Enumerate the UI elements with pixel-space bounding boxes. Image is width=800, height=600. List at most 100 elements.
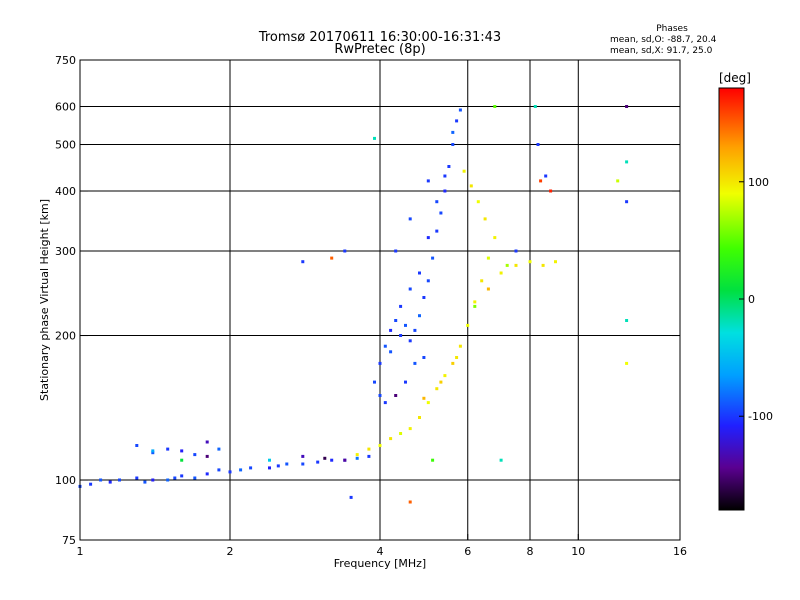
data-point <box>486 287 490 291</box>
colorbar-tick-label: -100 <box>748 410 773 423</box>
data-point <box>483 217 487 221</box>
data-point <box>466 323 470 327</box>
data-point <box>378 394 382 397</box>
data-point <box>389 437 393 441</box>
data-point <box>180 458 184 462</box>
data-point <box>383 401 387 405</box>
data-point <box>447 165 451 168</box>
data-point <box>554 260 557 264</box>
data-point <box>408 287 412 291</box>
data-point <box>193 453 197 457</box>
x-axis-label: Frequency [MHz] <box>334 557 426 570</box>
data-point <box>135 444 139 447</box>
axis-ticks: 1 2 4 6 8 10 16 75 100 200 300 400 500 600 750 <box>55 54 687 558</box>
data-point <box>239 468 243 472</box>
data-point <box>249 466 253 470</box>
data-point <box>431 256 435 260</box>
data-point <box>330 256 334 260</box>
data-point <box>435 200 439 204</box>
data-point <box>217 447 221 451</box>
data-point <box>205 454 209 458</box>
data-point <box>458 344 462 348</box>
data-point <box>616 179 620 183</box>
data-point <box>413 361 417 365</box>
x-tick-label: 4 <box>377 545 384 558</box>
data-point <box>418 416 421 419</box>
chart-title-line1: Tromsø 20170611 16:30:00-16:31:43 <box>258 30 501 45</box>
data-point <box>625 319 629 322</box>
data-point <box>505 263 509 267</box>
data-point <box>476 200 480 204</box>
y-tick-label: 75 <box>62 534 76 547</box>
y-tick-label: 200 <box>55 330 76 343</box>
data-point <box>408 339 412 343</box>
data-point <box>499 458 503 462</box>
data-point <box>268 466 271 470</box>
data-points <box>78 105 629 504</box>
data-point <box>108 480 112 484</box>
data-point <box>451 143 455 146</box>
data-point <box>389 350 393 354</box>
data-point <box>443 374 447 378</box>
data-point <box>426 179 430 183</box>
data-point <box>514 263 518 267</box>
data-point <box>355 453 359 457</box>
data-point <box>431 458 435 462</box>
data-point <box>394 249 398 253</box>
data-point <box>118 478 121 482</box>
data-point <box>541 263 545 267</box>
data-point <box>389 328 393 332</box>
y-tick-label: 300 <box>55 245 76 258</box>
data-point <box>367 454 371 458</box>
data-point <box>399 304 403 308</box>
data-point <box>349 495 353 499</box>
data-point <box>285 462 289 466</box>
data-point <box>544 174 548 178</box>
x-tick-label: 10 <box>571 545 585 558</box>
data-point <box>625 361 629 365</box>
data-point <box>435 229 439 233</box>
data-point <box>205 472 209 476</box>
data-point <box>373 136 376 140</box>
x-tick-label: 1 <box>77 545 84 558</box>
data-point <box>316 460 320 464</box>
data-point <box>625 105 629 108</box>
stats-heading: Phases <box>656 24 688 34</box>
data-point <box>268 458 271 462</box>
data-point <box>458 108 462 112</box>
data-point <box>99 478 103 482</box>
x-tick-label: 8 <box>527 545 534 558</box>
data-point <box>435 387 439 391</box>
data-point <box>228 470 232 474</box>
grid-lines <box>80 60 680 540</box>
data-point <box>373 380 376 384</box>
data-point <box>493 105 497 108</box>
data-point <box>276 464 280 468</box>
data-point <box>151 449 155 453</box>
y-axis-label: Stationary phase Virtual Height [km] <box>38 199 51 401</box>
data-point <box>462 169 466 173</box>
data-point <box>625 200 629 204</box>
data-point <box>480 279 484 283</box>
colorbar-tick-label: 0 <box>748 293 755 306</box>
data-point <box>451 361 455 365</box>
data-point <box>493 236 497 240</box>
data-point <box>469 184 473 188</box>
data-point <box>301 462 305 466</box>
y-tick-label: 600 <box>55 101 76 114</box>
data-point <box>217 468 221 472</box>
plot-frame <box>79 59 681 541</box>
data-point <box>404 380 407 384</box>
y-tick-label: 500 <box>55 139 76 152</box>
data-point <box>443 189 447 193</box>
data-point <box>499 271 503 275</box>
data-point <box>399 432 403 435</box>
y-tick-label: 100 <box>55 474 76 487</box>
data-point <box>418 271 421 275</box>
data-point <box>422 396 426 400</box>
data-point <box>151 451 155 455</box>
data-point <box>193 476 197 480</box>
data-point <box>399 334 403 337</box>
data-point <box>301 454 305 458</box>
